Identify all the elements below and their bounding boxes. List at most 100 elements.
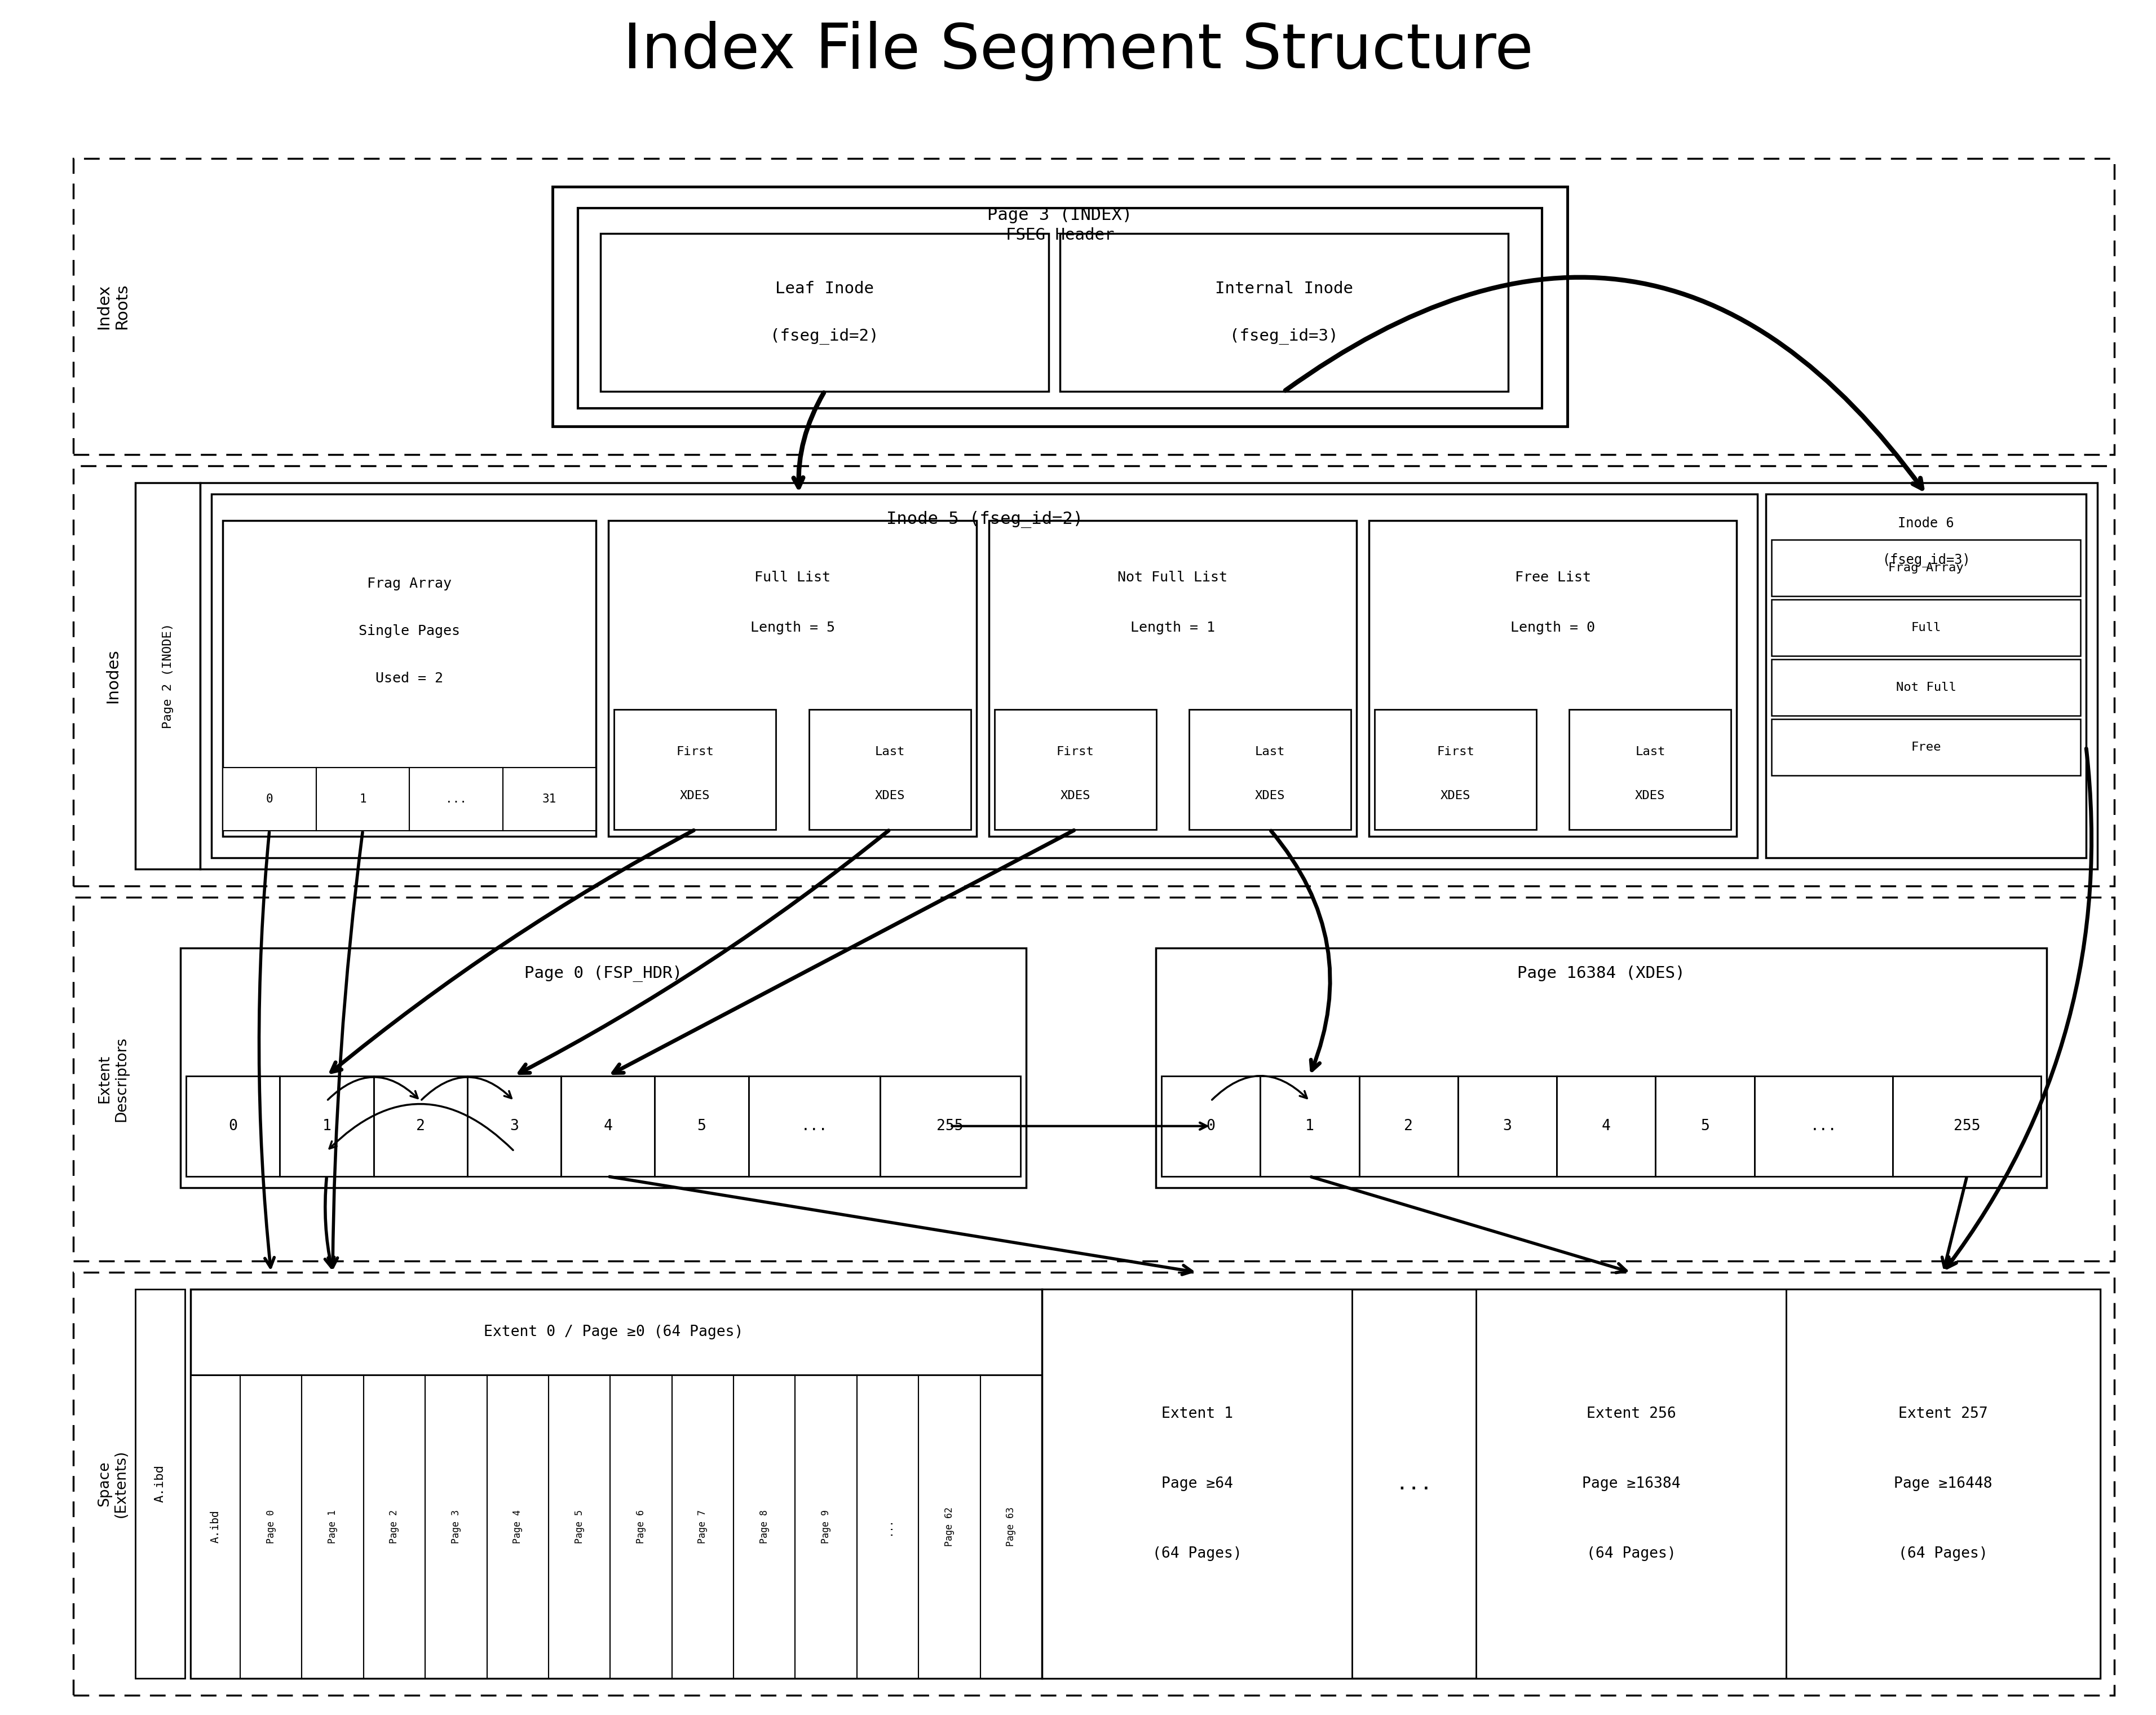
Text: Not Full List: Not Full List (1117, 571, 1227, 585)
Text: Index File Segment Structure: Index File Segment Structure (623, 21, 1533, 82)
Text: (fseg_id=2): (fseg_id=2) (770, 328, 880, 345)
Text: 5: 5 (696, 1118, 707, 1134)
FancyBboxPatch shape (190, 1290, 2100, 1679)
Text: Extent 257: Extent 257 (1899, 1406, 1988, 1422)
Text: (64 Pages): (64 Pages) (1899, 1547, 1988, 1561)
Text: Page 4: Page 4 (513, 1509, 522, 1544)
FancyBboxPatch shape (614, 710, 776, 830)
Text: Last: Last (1634, 746, 1664, 758)
FancyBboxPatch shape (239, 1375, 302, 1679)
FancyBboxPatch shape (1041, 1290, 1352, 1679)
Text: Index
Roots: Index Roots (95, 283, 129, 329)
FancyBboxPatch shape (655, 1075, 748, 1176)
FancyBboxPatch shape (1369, 521, 1738, 837)
Text: FSEG Header: FSEG Header (1005, 228, 1115, 244)
Text: 2: 2 (1404, 1118, 1412, 1134)
Text: Page 0 (FSP_HDR): Page 0 (FSP_HDR) (524, 966, 681, 981)
FancyBboxPatch shape (373, 1075, 468, 1176)
Text: 255: 255 (936, 1118, 964, 1134)
Text: (64 Pages): (64 Pages) (1587, 1547, 1675, 1561)
Text: Page 63: Page 63 (1007, 1507, 1015, 1547)
Text: Page 7: Page 7 (699, 1509, 707, 1544)
Text: Page 5: Page 5 (573, 1509, 584, 1544)
FancyBboxPatch shape (1893, 1075, 2042, 1176)
Text: 255: 255 (1953, 1118, 1981, 1134)
FancyBboxPatch shape (222, 768, 317, 830)
FancyBboxPatch shape (211, 494, 1757, 858)
FancyBboxPatch shape (1656, 1075, 1755, 1176)
FancyBboxPatch shape (364, 1375, 425, 1679)
FancyBboxPatch shape (552, 187, 1567, 427)
FancyBboxPatch shape (673, 1375, 733, 1679)
Text: A.ibd: A.ibd (209, 1509, 220, 1544)
FancyBboxPatch shape (1457, 1075, 1557, 1176)
Text: Length = 1: Length = 1 (1130, 621, 1216, 635)
FancyBboxPatch shape (1261, 1075, 1358, 1176)
FancyBboxPatch shape (425, 1375, 487, 1679)
Text: 0: 0 (265, 794, 274, 804)
Text: Not Full: Not Full (1895, 681, 1955, 693)
Text: Full: Full (1910, 623, 1940, 633)
Text: Extent 256: Extent 256 (1587, 1406, 1675, 1422)
FancyBboxPatch shape (608, 521, 977, 837)
Text: Inode 6: Inode 6 (1897, 516, 1953, 530)
Text: First: First (1056, 746, 1095, 758)
FancyBboxPatch shape (487, 1375, 548, 1679)
FancyBboxPatch shape (1557, 1075, 1656, 1176)
Text: First: First (677, 746, 714, 758)
FancyBboxPatch shape (733, 1375, 796, 1679)
Text: Free: Free (1910, 741, 1940, 753)
FancyBboxPatch shape (201, 482, 2098, 870)
Text: Space
(Extents): Space (Extents) (97, 1449, 129, 1518)
Text: XDES: XDES (1634, 791, 1664, 801)
Text: XDES: XDES (1061, 791, 1091, 801)
FancyBboxPatch shape (1358, 1075, 1457, 1176)
Text: (64 Pages): (64 Pages) (1151, 1547, 1242, 1561)
Text: Used = 2: Used = 2 (375, 672, 444, 686)
FancyBboxPatch shape (280, 1075, 373, 1176)
FancyBboxPatch shape (1772, 659, 2081, 715)
FancyBboxPatch shape (610, 1375, 673, 1679)
Text: Frag Array: Frag Array (1889, 563, 1964, 573)
Text: Extent
Descriptors: Extent Descriptors (97, 1036, 129, 1122)
FancyBboxPatch shape (317, 768, 410, 830)
FancyBboxPatch shape (185, 1075, 280, 1176)
Text: Last: Last (875, 746, 906, 758)
FancyBboxPatch shape (1772, 599, 2081, 655)
Text: 5: 5 (1701, 1118, 1710, 1134)
Text: ...: ... (800, 1118, 828, 1134)
FancyBboxPatch shape (136, 482, 201, 870)
FancyBboxPatch shape (73, 897, 2115, 1261)
Text: ...: ... (882, 1518, 893, 1535)
Text: Page ≥64: Page ≥64 (1162, 1477, 1233, 1490)
Text: A.ibd: A.ibd (155, 1465, 166, 1502)
FancyBboxPatch shape (602, 233, 1048, 391)
Text: 4: 4 (1602, 1118, 1611, 1134)
FancyBboxPatch shape (73, 466, 2115, 887)
Text: Extent 0 / Page ≥0 (64 Pages): Extent 0 / Page ≥0 (64 Pages) (483, 1324, 744, 1339)
FancyBboxPatch shape (73, 1273, 2115, 1694)
Text: ...: ... (1811, 1118, 1837, 1134)
FancyBboxPatch shape (73, 158, 2115, 454)
Text: 0: 0 (229, 1118, 237, 1134)
FancyBboxPatch shape (561, 1075, 655, 1176)
FancyBboxPatch shape (1570, 710, 1731, 830)
Text: 1: 1 (321, 1118, 332, 1134)
Text: 3: 3 (1503, 1118, 1511, 1134)
FancyBboxPatch shape (1162, 1075, 1261, 1176)
FancyBboxPatch shape (302, 1375, 364, 1679)
Text: XDES: XDES (1440, 791, 1470, 801)
FancyBboxPatch shape (1772, 719, 2081, 775)
Text: Page 2: Page 2 (390, 1509, 399, 1544)
Text: 1: 1 (1304, 1118, 1315, 1134)
Text: 31: 31 (543, 794, 556, 804)
Text: Internal Inode: Internal Inode (1216, 281, 1354, 297)
Text: Inode 5 (fseg_id=2): Inode 5 (fseg_id=2) (886, 511, 1082, 528)
Text: Leaf Inode: Leaf Inode (776, 281, 873, 297)
FancyBboxPatch shape (502, 768, 597, 830)
Text: Full List: Full List (755, 571, 830, 585)
FancyBboxPatch shape (1156, 948, 2046, 1188)
FancyBboxPatch shape (1755, 1075, 1893, 1176)
FancyBboxPatch shape (990, 521, 1356, 837)
Text: Extent 1: Extent 1 (1162, 1406, 1233, 1422)
